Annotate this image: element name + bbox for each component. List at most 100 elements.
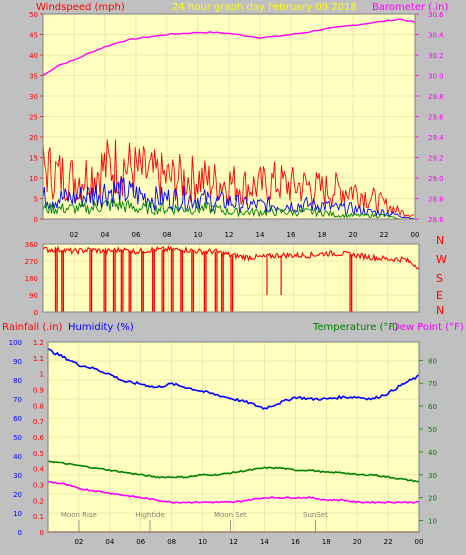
tick-label-temperature: 10 xyxy=(428,518,437,526)
tick-label-hour: 02 xyxy=(74,538,83,546)
direction-letter-n: N xyxy=(436,234,444,247)
series-line-wind-avg xyxy=(42,175,415,220)
tick-label-windspeed: 5 xyxy=(34,196,38,204)
series-line-wind-gust-low xyxy=(42,198,415,220)
rainfall-axis-title: Rainfall (.in) xyxy=(2,322,63,333)
series-line-humidity xyxy=(47,348,420,410)
plot-border-wind xyxy=(42,13,416,220)
annotation-label: SunSet xyxy=(303,511,328,519)
tick-label-humidity: 100 xyxy=(9,339,22,347)
series-line-wind-high xyxy=(42,139,415,218)
tick-label-barometer: 30.2 xyxy=(428,52,444,60)
tick-label-hour: 10 xyxy=(198,538,207,546)
tick-label-direction: 0 xyxy=(34,309,38,317)
tick-label-hour: 04 xyxy=(105,538,114,546)
wind-barometer-panel: 0 5 10 15 20 25 30 35 40 45 50 28.6 28.8 29.0 29.2 29.4… xyxy=(29,11,444,239)
tick-label-hour: 20 xyxy=(349,231,358,239)
tick-label-barometer: 30.0 xyxy=(428,73,444,81)
tick-label-barometer: 28.8 xyxy=(428,196,444,204)
tick-label-barometer: 28.6 xyxy=(428,216,444,224)
dew-point-axis-title: Dew Point (°F) xyxy=(392,322,464,333)
tick-label-hour: 10 xyxy=(194,231,203,239)
direction-letter-n: N xyxy=(436,304,444,317)
tick-label-humidity: 50 xyxy=(13,434,22,442)
series-line-temperature xyxy=(47,460,420,483)
tick-label-hour: 00 xyxy=(415,538,424,546)
tick-label-barometer: 29.4 xyxy=(428,134,444,142)
tick-label-rainfall: 0.9 xyxy=(33,387,44,395)
tick-label-barometer: 30.6 xyxy=(428,11,444,19)
tick-label-humidity: 20 xyxy=(13,491,22,499)
event-annotations: Moon Rise Hightide Moon Set SunSet xyxy=(61,511,328,532)
tick-label-hour: 22 xyxy=(384,538,393,546)
tick-label-windspeed: 50 xyxy=(29,11,38,19)
tick-label-windspeed: 20 xyxy=(29,134,38,142)
tick-label-temperature: 50 xyxy=(428,426,437,434)
windspeed-axis-title: Windspeed (mph) xyxy=(36,2,125,13)
tick-label-windspeed: 10 xyxy=(29,175,38,183)
tick-label-temperature: 20 xyxy=(428,495,437,503)
plot-border-direction xyxy=(42,243,420,313)
tick-label-temperature: 60 xyxy=(428,403,437,411)
axis-ticks-direction: 0 90 180 270 360 xyxy=(25,241,38,317)
direction-letter-s: S xyxy=(436,272,443,285)
tick-label-humidity: 60 xyxy=(13,415,22,423)
plot-border-temp xyxy=(47,341,420,533)
tick-label-hour: 06 xyxy=(132,231,141,239)
tick-label-windspeed: 15 xyxy=(29,155,38,163)
series-wind xyxy=(42,18,416,220)
annotation-label: Moon Rise xyxy=(61,511,97,519)
tick-label-hour: 18 xyxy=(318,231,327,239)
tick-label-windspeed: 35 xyxy=(29,73,38,81)
axis-ticks-wind: 0 5 10 15 20 25 30 35 40 45 50 28.6 28.8 29.0 29.2 29.4… xyxy=(29,11,444,239)
tick-label-temperature: 80 xyxy=(428,357,437,365)
tick-label-hour: 12 xyxy=(229,538,238,546)
tick-label-rainfall: 0.6 xyxy=(33,434,45,442)
tick-label-hour: 14 xyxy=(256,231,265,239)
series-direction xyxy=(42,245,420,312)
tick-label-hour: 20 xyxy=(353,538,362,546)
tick-label-barometer: 29.6 xyxy=(428,114,444,122)
tick-label-rainfall: 0.5 xyxy=(33,450,44,458)
tick-label-rainfall: 1.1 xyxy=(33,355,44,363)
tick-label-hour: 16 xyxy=(291,538,300,546)
tick-label-windspeed: 45 xyxy=(29,32,38,40)
tick-label-hour: 22 xyxy=(380,231,389,239)
tick-label-direction: 90 xyxy=(29,292,38,300)
tick-label-rainfall: 0 xyxy=(40,529,44,537)
direction-letter-e: E xyxy=(436,289,443,302)
tick-label-windspeed: 40 xyxy=(29,52,38,60)
tick-label-temperature: 40 xyxy=(428,449,437,457)
tick-label-direction: 360 xyxy=(25,241,38,249)
tick-label-barometer: 29.0 xyxy=(428,175,444,183)
tick-label-rainfall: 0.2 xyxy=(33,497,44,505)
tick-label-direction: 270 xyxy=(25,258,38,266)
tick-label-windspeed: 25 xyxy=(29,114,38,122)
tick-label-rainfall: 0.3 xyxy=(33,482,44,490)
tick-label-humidity: 70 xyxy=(13,396,22,404)
tick-label-rainfall: 0.4 xyxy=(33,466,45,474)
tick-label-humidity: 80 xyxy=(13,377,22,385)
chart-title: 24 hour graph day February 09 2018 xyxy=(172,2,357,13)
tick-label-temperature: 70 xyxy=(428,380,437,388)
tick-label-humidity: 0 xyxy=(18,529,22,537)
annotation-label: Moon Set xyxy=(214,511,247,519)
tick-label-hour: 12 xyxy=(225,231,234,239)
tick-label-hour: 08 xyxy=(163,231,172,239)
humidity-axis-title: Humidity (%) xyxy=(68,322,134,333)
tick-label-hour: 16 xyxy=(287,231,296,239)
tick-label-humidity: 90 xyxy=(13,358,22,366)
tick-label-rainfall: 1.2 xyxy=(33,339,44,347)
barometer-axis-title: Barometer (.in) xyxy=(372,2,448,13)
tick-label-windspeed: 30 xyxy=(29,93,38,101)
tick-label-humidity: 40 xyxy=(13,453,22,461)
tick-label-rainfall: 0.7 xyxy=(33,418,44,426)
tick-label-hour: 06 xyxy=(136,538,145,546)
series-line-dew-point xyxy=(47,480,420,504)
tick-label-rainfall: 1 xyxy=(40,371,44,379)
tick-label-barometer: 30.4 xyxy=(428,32,444,40)
series-line-barometer xyxy=(42,18,416,77)
tick-label-hour: 04 xyxy=(101,231,110,239)
